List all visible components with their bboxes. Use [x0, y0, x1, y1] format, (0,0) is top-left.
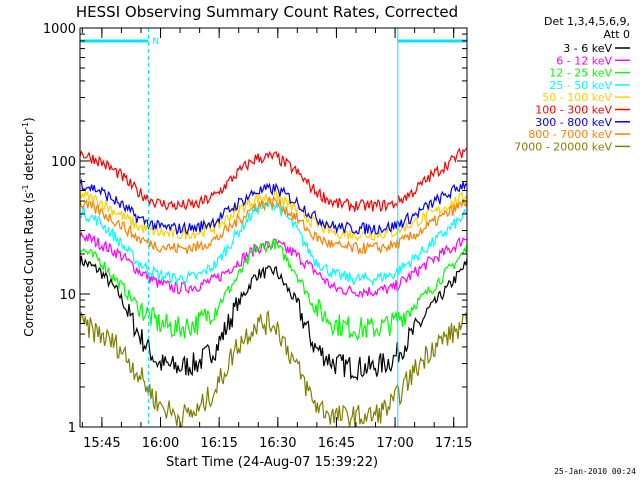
legend-label-1: 3 - 6 keV	[563, 42, 612, 55]
chart-title: HESSI Observing Summary Count Rates, Cor…	[76, 3, 458, 21]
legend-label-8: 800 - 7000 keV	[528, 128, 612, 141]
y-tick-label: 10	[59, 288, 76, 303]
y-axis-label-sup-2: -1	[21, 122, 30, 130]
x-tick-label: 16:45	[318, 436, 355, 451]
x-tick-label: 16:00	[142, 436, 179, 451]
y-axis-label-sup-1: -1	[21, 184, 30, 192]
series-line-7	[79, 178, 468, 236]
series-line-8	[79, 195, 468, 255]
y-axis: 1 10 100 1000	[43, 22, 467, 436]
legend-label-3: 12 - 25 keV	[549, 67, 612, 80]
series-line-6	[79, 147, 468, 213]
series-line-1	[79, 255, 468, 381]
x-axis-label: Start Time (24-Aug-07 15:39:22)	[166, 455, 378, 470]
y-axis-label-part-1: Corrected Count Rate (s	[22, 192, 36, 336]
legend-label-2: 6 - 12 keV	[556, 54, 612, 67]
legend-label-9: 7000 - 20000 keV	[514, 140, 612, 153]
y-tick-label: 100	[51, 155, 76, 170]
series-line-3	[79, 238, 468, 342]
x-tick-label: 17:00	[376, 436, 413, 451]
x-tick-label: 15:45	[83, 436, 120, 451]
x-tick-label: 16:30	[259, 436, 296, 451]
legend-label-7: 300 - 800 keV	[535, 116, 612, 129]
x-tick-label: 16:15	[200, 436, 237, 451]
y-axis-label: Corrected Count Rate (s-1 detector-1)	[21, 117, 36, 336]
y-tick-label: 1	[68, 421, 76, 436]
series-line-4	[79, 198, 468, 287]
legend-header-line-1: Det 1,3,4,5,6,9,	[544, 15, 630, 28]
x-axis: 15:45 16:00 16:15 16:30 16:45 17:00 17:15	[81, 28, 472, 451]
y-axis-label-part-2: detector	[22, 130, 36, 185]
series-line-9	[79, 309, 468, 429]
series-layer	[79, 147, 468, 429]
timestamp: 25-Jan-2010 00:24	[554, 467, 636, 476]
y-axis-label-part-3: )	[22, 117, 36, 122]
legend-label-6: 100 - 300 keV	[535, 104, 612, 117]
x-tick-label: 17:15	[435, 436, 472, 451]
legend-label-5: 50 - 100 keV	[542, 91, 612, 104]
y-tick-label: 1000	[43, 22, 76, 37]
plot-frame	[79, 27, 468, 428]
legend-header-line-2: Att 0	[604, 28, 630, 41]
legend-label-4: 25 - 50 keV	[549, 79, 612, 92]
flag-label-1: N	[152, 37, 159, 47]
